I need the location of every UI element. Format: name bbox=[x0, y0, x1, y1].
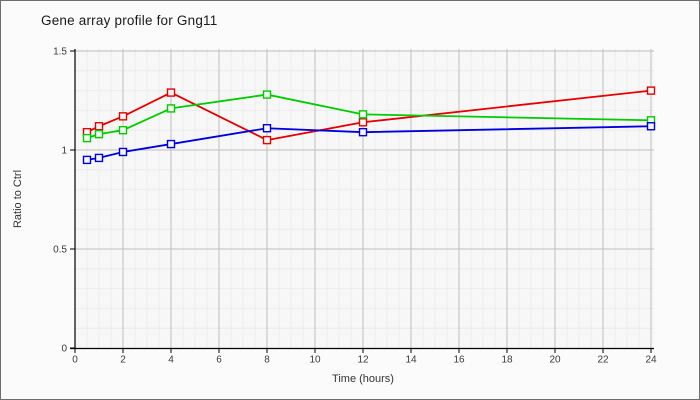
x-tick-label: 22 bbox=[597, 355, 609, 366]
data-point-red bbox=[646, 86, 656, 95]
x-tick-label: 18 bbox=[501, 355, 513, 366]
grid-layer bbox=[75, 49, 654, 348]
axis-layer bbox=[70, 49, 654, 353]
x-tick-label: 10 bbox=[309, 355, 321, 366]
data-point-blue bbox=[166, 139, 176, 149]
data-point-red bbox=[94, 122, 104, 131]
data-point-green bbox=[358, 110, 368, 119]
data-point-red bbox=[166, 88, 176, 97]
data-point-red bbox=[118, 112, 128, 121]
data-point-blue bbox=[82, 155, 92, 165]
data-point-red bbox=[358, 118, 368, 127]
x-tick-label: 4 bbox=[168, 355, 174, 366]
x-tick-label: 24 bbox=[645, 355, 657, 366]
data-point-blue bbox=[646, 122, 656, 131]
data-point-blue bbox=[358, 127, 368, 137]
data-point-green bbox=[262, 90, 272, 99]
y-tick-label: 0.5 bbox=[53, 245, 67, 256]
x-tick-label: 16 bbox=[453, 355, 465, 366]
data-point-green bbox=[118, 125, 128, 135]
y-axis-label: Ratio to Ctrl bbox=[12, 170, 24, 228]
data-point-green bbox=[82, 133, 92, 143]
data-point-green bbox=[166, 104, 176, 113]
data-point-blue bbox=[94, 153, 104, 163]
x-tick-label: 0 bbox=[72, 355, 78, 366]
chart-title: Gene array profile for Gng11 bbox=[41, 13, 218, 28]
data-point-blue bbox=[262, 124, 272, 133]
x-tick-label: 6 bbox=[216, 355, 222, 366]
x-tick-label: 2 bbox=[120, 355, 126, 366]
data-point-red bbox=[262, 135, 272, 145]
x-tick-label: 14 bbox=[405, 355, 417, 366]
data-point-green bbox=[94, 129, 104, 139]
x-axis-label: Time (hours) bbox=[332, 373, 394, 385]
y-tick-label: 1.5 bbox=[53, 47, 67, 58]
x-tick-label: 8 bbox=[264, 355, 270, 366]
series-layer bbox=[82, 86, 656, 165]
y-tick-label: 0 bbox=[61, 344, 67, 355]
y-tick-label: 1 bbox=[61, 146, 67, 157]
data-point-blue bbox=[118, 147, 128, 157]
x-tick-label: 12 bbox=[357, 355, 369, 366]
x-tick-label: 20 bbox=[549, 355, 561, 366]
